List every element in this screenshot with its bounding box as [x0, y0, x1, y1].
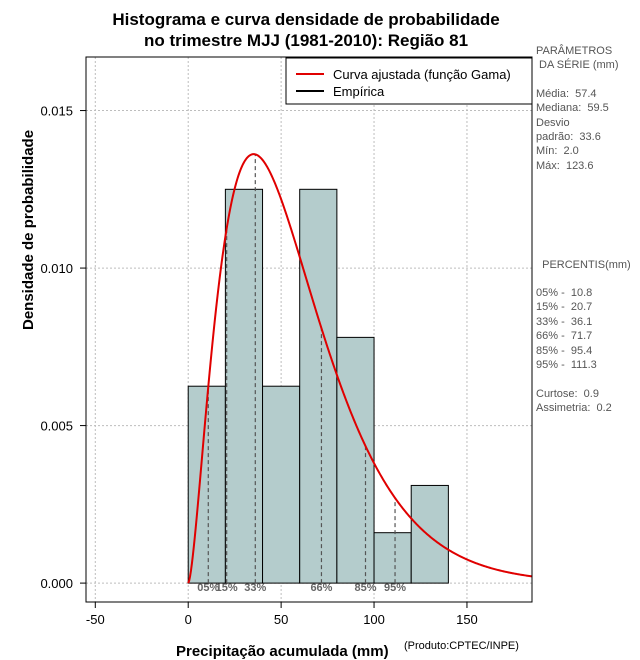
percentil-85: 85% - 95.4	[536, 345, 593, 357]
y-axis-label: Densidade de probabilidade	[20, 129, 37, 330]
param-mediana: Mediana: 59.5	[536, 102, 609, 114]
y-tick-label: 0.000	[40, 576, 73, 591]
params-title-2: DA SÉRIE (mm)	[536, 59, 619, 71]
x-tick-label: 0	[185, 612, 192, 627]
gamma-fit-curve	[187, 153, 533, 584]
product-credit: (Produto:CPTEC/INPE)	[404, 640, 519, 652]
percentile-label-85: 85%	[354, 582, 376, 594]
legend: Curva ajustada (função Gama) Empírica	[285, 57, 533, 105]
percentile-label-15: 15%	[216, 582, 238, 594]
x-tick-label: 150	[456, 612, 478, 627]
histogram-bar-4	[299, 188, 338, 584]
histogram-bar-5	[336, 336, 375, 584]
percentile-label-95: 95%	[384, 582, 406, 594]
percentile-label-33: 33%	[244, 582, 266, 594]
params-title-1: PARÂMETROS	[536, 45, 613, 57]
legend-box	[285, 57, 533, 105]
histogram-bar-6	[373, 532, 412, 584]
param-media: Média: 57.4	[536, 88, 597, 100]
x-tick-label: -50	[86, 612, 105, 627]
param-desvio-1: Desvio	[536, 117, 570, 129]
percentil-66: 66% - 71.7	[536, 330, 593, 342]
histogram-bar-3	[262, 385, 301, 584]
histogram-bar-7	[410, 484, 449, 584]
percentil-33: 33% - 36.1	[536, 316, 593, 328]
param-min: Mín: 2.0	[536, 145, 579, 157]
legend-label: Empírica	[333, 84, 385, 99]
percentil-05: 05% - 10.8	[536, 287, 593, 299]
x-tick-label: 50	[274, 612, 288, 627]
param-max: Máx: 123.6	[536, 160, 594, 172]
chart-title-line1: Histograma e curva densidade de probabil…	[112, 10, 500, 29]
percentile-label-66: 66%	[310, 582, 332, 594]
percentil-95: 95% - 111.3	[536, 359, 597, 371]
x-axis-label: Precipitação acumulada (mm)	[176, 643, 389, 660]
y-tick-label: 0.005	[40, 419, 73, 434]
chart-title-line2: no trimestre MJJ (1981-2010): Região 81	[143, 31, 469, 50]
percentil-15: 15% - 20.7	[536, 301, 593, 313]
percentis-title: PERCENTIS(mm)	[536, 259, 631, 271]
histogram-bar-2	[224, 188, 264, 584]
curtose-value: Curtose: 0.9	[536, 388, 599, 400]
percentile-label-05: 05%	[197, 582, 219, 594]
assimetria-value: Assimetria: 0.2	[536, 402, 612, 414]
x-tick-label: 100	[363, 612, 385, 627]
param-desvio-2: padrão: 33.6	[536, 131, 601, 143]
y-tick-label: 0.015	[40, 104, 73, 119]
y-tick-label: 0.010	[40, 261, 73, 276]
legend-label: Curva ajustada (função Gama)	[333, 67, 511, 82]
plot-border	[85, 56, 533, 603]
